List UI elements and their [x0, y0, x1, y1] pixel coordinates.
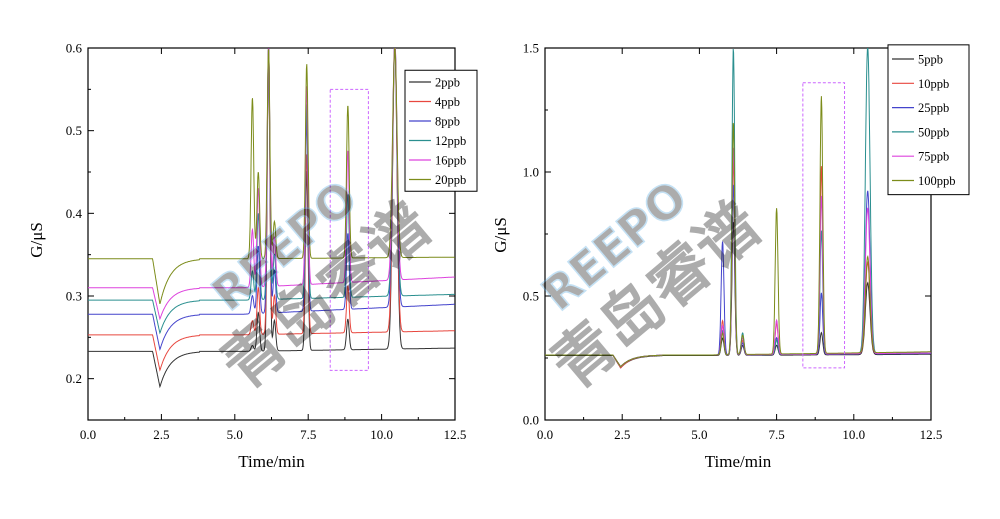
- legend-label: 25ppb: [918, 101, 949, 115]
- x-tick-label: 7.5: [300, 427, 316, 442]
- series-line-20ppb: [88, 48, 455, 305]
- legend-box: [404, 69, 478, 192]
- legend-label: 4ppb: [435, 95, 460, 109]
- x-tick-label: 2.5: [153, 427, 169, 442]
- x-tick-label: 5.0: [691, 427, 707, 442]
- x-tick-label: 0.0: [537, 427, 553, 442]
- y-tick-label: 0.0: [523, 413, 539, 428]
- x-axis-title: Time/min: [238, 452, 305, 471]
- legend-label: 100ppb: [918, 174, 956, 188]
- legend-label: 8ppb: [435, 115, 460, 129]
- legend: 2ppb 4ppb 8ppb 12ppb 16ppb 20ppb: [404, 69, 478, 192]
- y-tick-label: 0.4: [66, 206, 83, 221]
- x-tick-label: 0.0: [80, 427, 96, 442]
- highlight-box: [329, 88, 369, 371]
- series-group: [88, 48, 455, 389]
- highlight-box: [802, 82, 846, 369]
- x-tick-label: 5.0: [227, 427, 243, 442]
- y-axis-title: G/μS: [27, 222, 46, 258]
- y-tick-label: 0.6: [66, 41, 83, 56]
- chart-right: 0.0 2.5 5.0 7.5 10.0 12.5 0.0 0.5 1.0 1.5 Time/min…: [491, 41, 970, 471]
- y-axis-title: G/μS: [491, 217, 510, 253]
- series-line-100ppb: [545, 96, 931, 368]
- legend-label: 12ppb: [435, 134, 466, 148]
- x-tick-label: 12.5: [444, 427, 467, 442]
- x-tick-label: 12.5: [920, 427, 943, 442]
- y-tick-label: 1.5: [523, 41, 539, 56]
- y-tick-label: 0.5: [523, 289, 539, 304]
- x-tick-label: 10.0: [370, 427, 393, 442]
- chart-left: 0.0 2.5 5.0 7.5 10.0 12.5 0.2 0.3 0.4 0.5 0.6 Time/…: [27, 41, 478, 471]
- y-tick-label: 0.3: [66, 289, 82, 304]
- y-tick-label: 0.2: [66, 371, 82, 386]
- legend-label: 16ppb: [435, 154, 466, 168]
- x-axis-title: Time/min: [705, 452, 772, 471]
- legend: 5ppb 10ppb 25ppb 50ppb 75ppb 100ppb: [887, 44, 970, 196]
- legend-box: [887, 44, 970, 196]
- legend-label: 10ppb: [918, 77, 949, 91]
- x-tick-label: 10.0: [842, 427, 865, 442]
- x-tick-label: 7.5: [768, 427, 784, 442]
- legend-label: 20ppb: [435, 173, 466, 187]
- y-tick-label: 0.5: [66, 123, 82, 138]
- series-group: [545, 48, 931, 369]
- legend-label: 50ppb: [918, 125, 949, 139]
- legend-label: 75ppb: [918, 150, 949, 164]
- y-tick-label: 1.0: [523, 165, 539, 180]
- x-tick-label: 2.5: [614, 427, 630, 442]
- legend-label: 5ppb: [918, 53, 943, 67]
- legend-label: 2ppb: [435, 76, 460, 90]
